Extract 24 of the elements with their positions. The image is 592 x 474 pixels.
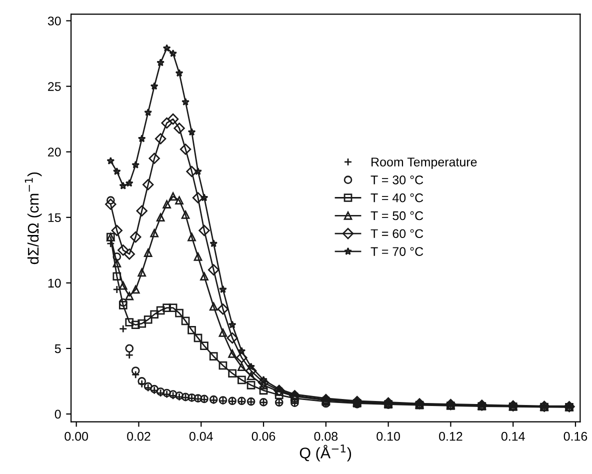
y-tick-label: 20	[48, 148, 61, 156]
x-tick-label: 0.02	[127, 432, 150, 441]
y-axis-title: dΣ/dΩ (cm$^{−1}$)	[24, 172, 42, 264]
y-tick-label: 0	[54, 410, 61, 419]
legend-label: T = 30 °C	[370, 176, 424, 184]
legend-label: T = 60 °C	[370, 229, 424, 238]
legend-label: T = 50 °C	[370, 211, 424, 220]
x-tick-label: 0.04	[189, 432, 213, 441]
x-tick-label: 0.14	[501, 432, 525, 441]
x-axis-title: Q (Å$^{−1}$)	[300, 444, 352, 462]
y-tick-label: 15	[48, 213, 61, 222]
x-tick-label: 0.10	[376, 432, 400, 441]
x-tick-label: 0.12	[439, 432, 462, 441]
y-tick-label: 30	[48, 16, 61, 26]
x-tick-label: 0.08	[314, 432, 338, 441]
x-tick-label: 0.16	[564, 432, 588, 441]
x-tick-label: 0.00	[64, 432, 88, 441]
legend-label: T = 40 °C	[370, 193, 424, 202]
y-tick-label: 25	[48, 82, 61, 91]
x-tick-label: 0.06	[252, 432, 276, 441]
legend-label: T = 70 °C	[370, 247, 424, 256]
y-tick-label: 10	[48, 278, 61, 288]
y-tick-label: 5	[54, 344, 61, 354]
legend-label: Room Temperature	[372, 158, 477, 169]
